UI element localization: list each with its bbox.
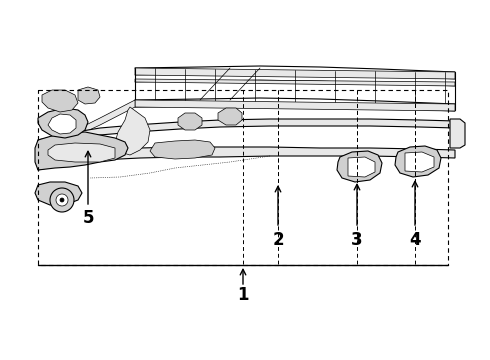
Polygon shape — [135, 100, 455, 111]
Bar — [38, 90, 448, 265]
Text: 2: 2 — [272, 231, 284, 249]
Polygon shape — [405, 152, 434, 172]
Polygon shape — [150, 140, 215, 159]
Polygon shape — [450, 119, 465, 148]
Polygon shape — [337, 151, 382, 182]
Polygon shape — [178, 113, 202, 130]
Polygon shape — [48, 143, 115, 162]
Circle shape — [50, 188, 74, 212]
Polygon shape — [135, 79, 455, 86]
Polygon shape — [35, 132, 128, 170]
Circle shape — [56, 194, 68, 206]
Text: 3: 3 — [351, 231, 363, 249]
Polygon shape — [35, 182, 82, 205]
Polygon shape — [115, 107, 150, 155]
Text: 4: 4 — [409, 231, 421, 249]
Text: 5: 5 — [82, 209, 94, 227]
Text: 1: 1 — [237, 286, 249, 304]
Polygon shape — [348, 157, 375, 177]
Circle shape — [60, 198, 64, 202]
Polygon shape — [38, 108, 88, 138]
Polygon shape — [135, 68, 455, 79]
Polygon shape — [48, 114, 76, 134]
Polygon shape — [38, 119, 455, 147]
Polygon shape — [78, 87, 100, 104]
Polygon shape — [42, 90, 78, 112]
Polygon shape — [395, 146, 441, 177]
Polygon shape — [38, 147, 455, 170]
Polygon shape — [70, 100, 135, 140]
Polygon shape — [218, 108, 242, 125]
